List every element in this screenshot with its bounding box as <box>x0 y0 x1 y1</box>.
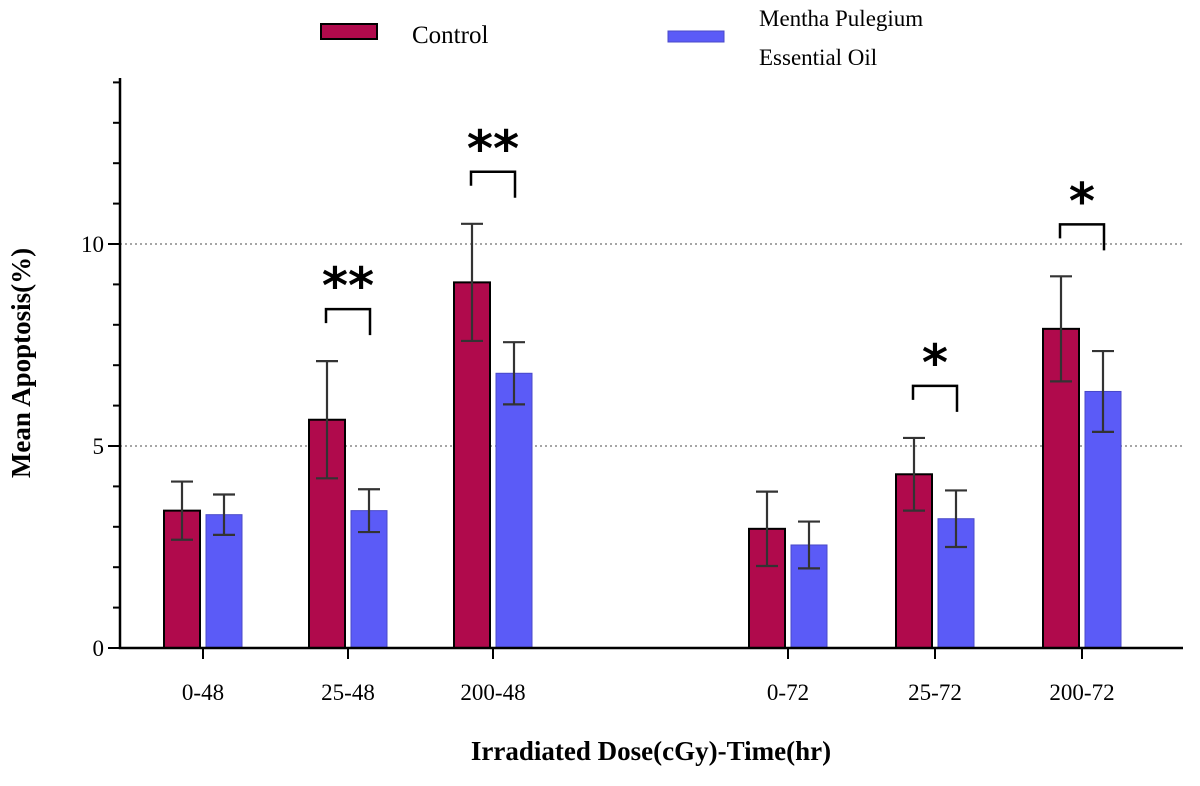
y-tick-label-10: 10 <box>81 232 104 257</box>
y-tick-label-5: 5 <box>93 434 105 459</box>
legend-swatch-control <box>320 23 378 40</box>
x-tick-label-0-72: 0-72 <box>767 680 809 705</box>
y-axis-title: Mean Apoptosis(%) <box>6 248 36 478</box>
x-tick-label-25-48: 25-48 <box>321 680 375 705</box>
legend-label-control: Control <box>412 22 488 49</box>
bar-series1-25-48 <box>350 510 388 649</box>
x-tick-label-200-72: 200-72 <box>1049 680 1114 705</box>
significance-bracket-25-72 <box>911 384 959 412</box>
y-tick-label-0: 0 <box>93 636 105 661</box>
x-axis-title: Irradiated Dose(cGy)-Time(hr) <box>471 736 831 766</box>
legend-label-oil-line1: Mentha Pulegium <box>759 6 923 31</box>
ticks: 0 5 10 0-48 25-48 200-48 0-72 25-72 200-72 <box>81 81 1115 705</box>
significance-annotations: ****** <box>322 120 1106 412</box>
significance-stars-25-48: ** <box>322 257 374 315</box>
bar-series1-0-48 <box>205 514 243 649</box>
axes <box>118 78 1183 650</box>
significance-bracket-200-72 <box>1058 223 1106 251</box>
legend-swatch-oil <box>667 30 725 43</box>
bar-series1-200-48 <box>495 372 533 649</box>
legend-label-oil-line2: Essential Oil <box>759 45 877 70</box>
significance-stars-200-48: ** <box>467 120 519 178</box>
bar-series1-200-72 <box>1084 390 1122 649</box>
x-tick-label-0-48: 0-48 <box>182 680 224 705</box>
gridlines <box>120 243 1183 447</box>
significance-stars-25-72: * <box>922 334 948 392</box>
significance-bracket-200-48 <box>469 170 517 198</box>
bars <box>163 222 1122 650</box>
legend: Control Mentha Pulegium Essential Oil <box>320 6 923 70</box>
x-tick-label-200-48: 200-48 <box>460 680 525 705</box>
x-tick-label-25-72: 25-72 <box>908 680 962 705</box>
significance-bracket-25-48 <box>324 307 372 336</box>
significance-stars-200-72: * <box>1069 172 1095 230</box>
